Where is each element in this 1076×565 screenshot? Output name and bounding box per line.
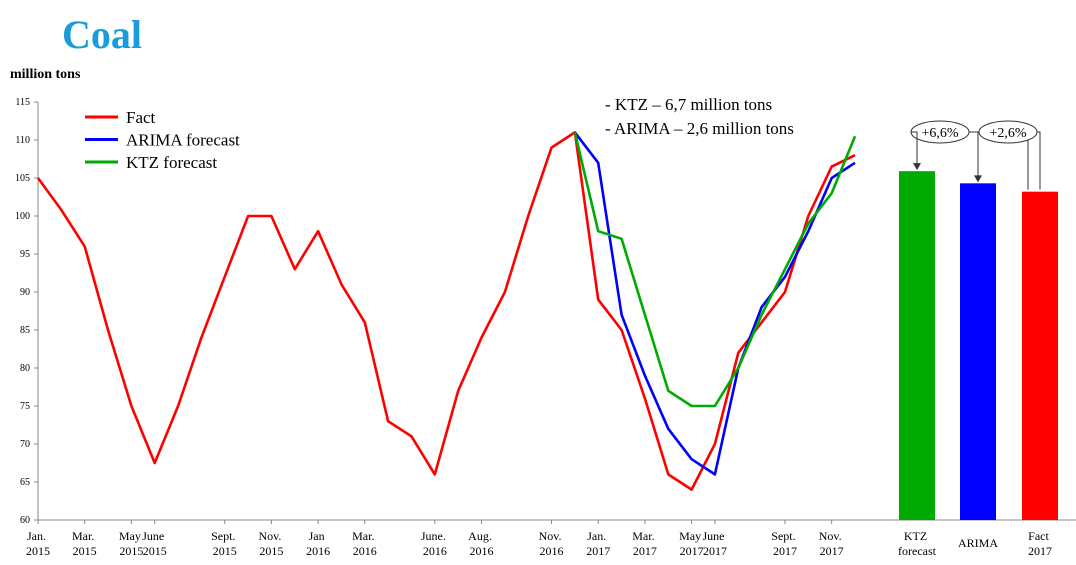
x-tick-label: Jan 2016: [306, 529, 330, 558]
x-tick-label: KTZ forecast: [898, 529, 937, 558]
series-line: [38, 132, 855, 489]
x-tick-label: Fact 2017: [1028, 529, 1052, 558]
x-tick-label: Nov. 2015: [258, 529, 284, 558]
series-line: [575, 132, 855, 474]
x-tick-label: Mar. 2016: [352, 529, 377, 558]
series-line: [575, 132, 855, 406]
y-tick-label: 110: [15, 135, 30, 146]
y-tick-label: 90: [20, 287, 30, 298]
legend-label: Fact: [126, 108, 156, 127]
x-tick-label: Sept. 2017: [771, 529, 798, 558]
annotation: - ARIMA – 2,6 million tons: [605, 119, 794, 138]
x-tick-label: Mar. 2015: [72, 529, 97, 558]
arrow-head: [913, 163, 921, 170]
x-tick-label: Nov. 2017: [819, 529, 845, 558]
y-tick-label: 75: [20, 401, 30, 412]
legend-label: KTZ forecast: [126, 153, 217, 172]
bar: [899, 171, 935, 520]
bar: [960, 183, 996, 520]
x-tick-label: June 2017: [702, 529, 727, 558]
y-tick-label: 100: [15, 211, 30, 222]
x-tick-label: Mar. 2017: [632, 529, 657, 558]
bar: [1022, 192, 1058, 520]
arrow-head: [974, 175, 982, 182]
y-tick-label: 60: [20, 515, 30, 526]
y-tick-label: 65: [20, 477, 30, 488]
legend-label: ARIMA forecast: [126, 131, 240, 150]
x-tick-label: Nov. 2016: [539, 529, 565, 558]
y-tick-label: 80: [20, 363, 30, 374]
x-tick-label: May 2015: [119, 529, 144, 558]
x-tick-label: May 2017: [679, 529, 704, 558]
chart: Coal million tons - KTZ – 6,7 million to…: [0, 0, 1076, 565]
x-tick-label: Aug. 2016: [468, 529, 495, 558]
connector: [978, 132, 979, 177]
x-tick-label: Jan. 2015: [26, 529, 50, 558]
y-tick-label: 115: [15, 97, 30, 108]
y-tick-label: 95: [20, 249, 30, 260]
x-tick-label: June 2015: [142, 529, 167, 558]
x-tick-label: June. 2016: [421, 529, 449, 558]
y-tick-label: 85: [20, 325, 30, 336]
connector: [1037, 132, 1040, 190]
x-tick-label: ARIMA: [958, 536, 998, 550]
y-tick-label: 70: [20, 439, 30, 450]
annotation: +2,6%: [989, 126, 1026, 141]
chart-title: Coal: [62, 12, 142, 57]
annotation: - KTZ – 6,7 million tons: [605, 95, 772, 114]
x-tick-label: Jan. 2017: [586, 529, 610, 558]
x-tick-label: Sept. 2015: [211, 529, 238, 558]
annotation: +6,6%: [921, 126, 958, 141]
y-axis-label: million tons: [10, 67, 81, 82]
y-tick-label: 105: [15, 173, 30, 184]
